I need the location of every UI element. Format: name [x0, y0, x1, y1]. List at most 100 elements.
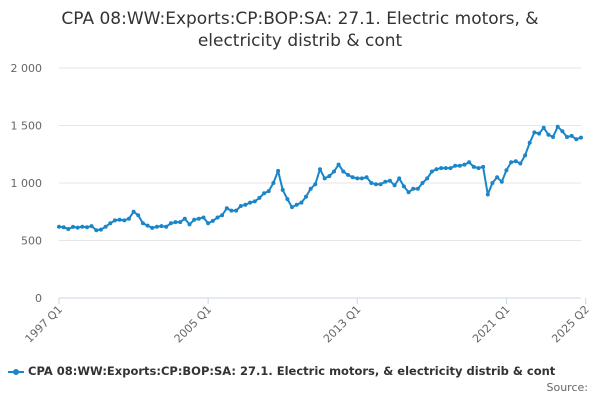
- data-point[interactable]: [75, 225, 80, 230]
- data-point[interactable]: [252, 199, 257, 204]
- data-point[interactable]: [280, 187, 285, 192]
- data-point[interactable]: [467, 160, 472, 165]
- data-point[interactable]: [131, 209, 136, 214]
- data-point[interactable]: [579, 135, 583, 140]
- data-point[interactable]: [509, 160, 514, 165]
- data-point[interactable]: [154, 224, 159, 229]
- data-point[interactable]: [196, 216, 201, 221]
- data-point[interactable]: [308, 186, 313, 191]
- data-point[interactable]: [471, 164, 476, 169]
- data-point[interactable]: [453, 163, 458, 168]
- data-point[interactable]: [565, 135, 569, 139]
- data-point[interactable]: [94, 228, 99, 233]
- data-point[interactable]: [168, 221, 173, 226]
- data-point[interactable]: [103, 224, 108, 229]
- data-point[interactable]: [61, 225, 66, 230]
- data-point[interactable]: [443, 166, 448, 171]
- data-point[interactable]: [495, 175, 500, 180]
- data-point[interactable]: [276, 168, 281, 173]
- data-point[interactable]: [215, 215, 220, 220]
- data-point[interactable]: [546, 132, 551, 137]
- data-point[interactable]: [401, 184, 406, 189]
- data-point[interactable]: [210, 218, 215, 223]
- data-point[interactable]: [369, 181, 374, 185]
- data-point[interactable]: [173, 220, 178, 225]
- legend[interactable]: CPA 08:WW:Exports:CP:BOP:SA: 27.1. Elect…: [8, 364, 594, 378]
- data-point[interactable]: [164, 224, 169, 229]
- data-point[interactable]: [294, 202, 299, 207]
- data-point[interactable]: [420, 181, 425, 185]
- data-point[interactable]: [262, 191, 267, 196]
- data-point[interactable]: [234, 208, 239, 213]
- data-point[interactable]: [145, 223, 150, 228]
- data-point[interactable]: [415, 186, 420, 191]
- data-point[interactable]: [532, 130, 537, 135]
- data-point[interactable]: [220, 213, 225, 218]
- data-point[interactable]: [266, 189, 271, 194]
- data-point[interactable]: [271, 181, 276, 185]
- data-point[interactable]: [206, 221, 211, 226]
- data-point[interactable]: [229, 208, 234, 213]
- data-point[interactable]: [425, 176, 430, 181]
- data-point[interactable]: [346, 172, 350, 177]
- data-point[interactable]: [541, 125, 546, 130]
- data-point[interactable]: [159, 224, 164, 229]
- data-point[interactable]: [322, 176, 327, 181]
- data-point[interactable]: [476, 166, 481, 171]
- data-point[interactable]: [150, 225, 155, 230]
- data-point[interactable]: [383, 179, 388, 184]
- data-point[interactable]: [224, 206, 229, 211]
- data-point[interactable]: [392, 183, 397, 188]
- data-point[interactable]: [537, 131, 542, 136]
- data-point[interactable]: [355, 176, 360, 181]
- data-point[interactable]: [117, 217, 122, 222]
- data-point[interactable]: [327, 174, 332, 179]
- data-point[interactable]: [457, 163, 462, 168]
- data-point[interactable]: [290, 205, 294, 210]
- data-point[interactable]: [378, 182, 383, 187]
- data-point[interactable]: [429, 169, 434, 174]
- data-point[interactable]: [140, 221, 145, 226]
- data-point[interactable]: [313, 182, 318, 187]
- data-point[interactable]: [555, 124, 560, 129]
- data-point[interactable]: [178, 220, 183, 225]
- data-point[interactable]: [192, 217, 197, 222]
- data-point[interactable]: [57, 224, 61, 229]
- data-point[interactable]: [513, 159, 518, 164]
- data-point[interactable]: [499, 179, 504, 184]
- data-point[interactable]: [182, 216, 187, 221]
- data-point[interactable]: [299, 200, 304, 205]
- data-point[interactable]: [406, 190, 411, 195]
- data-point[interactable]: [523, 153, 528, 158]
- data-point[interactable]: [448, 166, 453, 171]
- data-point[interactable]: [350, 175, 355, 180]
- data-point[interactable]: [66, 227, 71, 231]
- data-point[interactable]: [243, 202, 248, 207]
- data-point[interactable]: [569, 133, 574, 138]
- data-point[interactable]: [80, 224, 85, 229]
- data-point[interactable]: [122, 218, 127, 223]
- data-point[interactable]: [336, 162, 341, 167]
- data-point[interactable]: [387, 178, 392, 183]
- data-point[interactable]: [332, 169, 336, 174]
- data-point[interactable]: [136, 213, 141, 218]
- data-point[interactable]: [574, 137, 579, 142]
- data-point[interactable]: [238, 204, 243, 208]
- data-point[interactable]: [373, 182, 378, 187]
- data-point[interactable]: [462, 162, 467, 167]
- data-point[interactable]: [89, 224, 94, 229]
- data-point[interactable]: [187, 222, 192, 227]
- data-point[interactable]: [518, 161, 523, 166]
- data-point[interactable]: [434, 167, 439, 172]
- data-point[interactable]: [411, 186, 416, 191]
- data-point[interactable]: [551, 135, 555, 139]
- data-point[interactable]: [126, 216, 131, 221]
- data-point[interactable]: [359, 176, 364, 181]
- data-point[interactable]: [485, 192, 490, 197]
- data-point[interactable]: [248, 200, 253, 205]
- data-point[interactable]: [481, 164, 486, 169]
- data-point[interactable]: [341, 169, 346, 174]
- data-point[interactable]: [504, 168, 509, 173]
- data-point[interactable]: [490, 181, 495, 185]
- data-point[interactable]: [98, 227, 103, 232]
